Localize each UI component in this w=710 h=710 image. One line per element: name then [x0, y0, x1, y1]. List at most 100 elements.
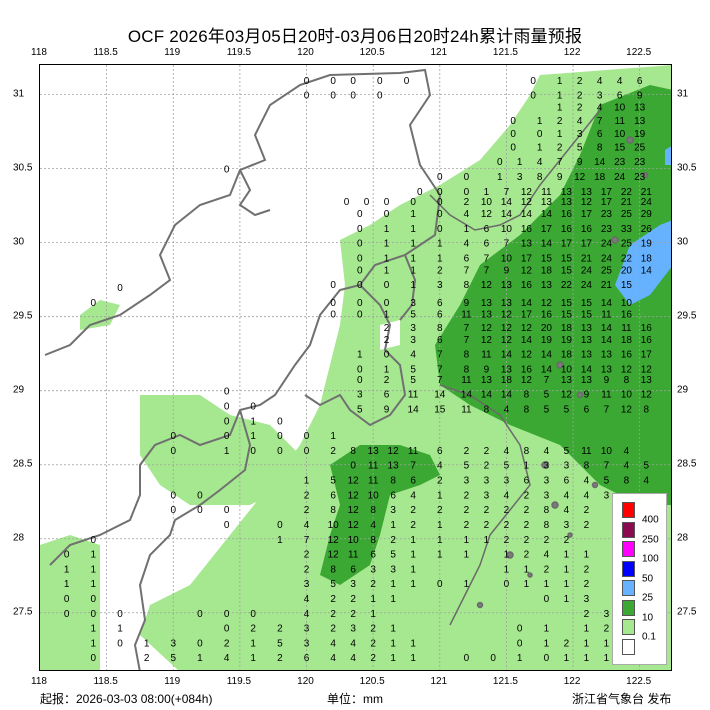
station-value: 8 — [524, 390, 530, 401]
station-value: 7 — [597, 116, 603, 127]
station-value: 7 — [304, 535, 310, 546]
station-value: 2 — [577, 91, 583, 102]
station-value: 4 — [584, 490, 590, 501]
longitude-tick-label: 121.5 — [492, 676, 518, 687]
station-value: 0 — [350, 76, 356, 87]
station-value: 14 — [601, 298, 613, 309]
station-value: 2 — [304, 490, 310, 501]
station-value: 14 — [434, 390, 446, 401]
station-value: 0 — [277, 446, 283, 457]
station-value: 11 — [615, 116, 626, 127]
station-value: 1 — [384, 254, 390, 265]
station-value: 25 — [634, 142, 646, 153]
station-value: 8 — [484, 405, 490, 416]
station-value: 8 — [330, 505, 336, 516]
station-value: 2 — [584, 579, 590, 590]
station-value: 0 — [377, 76, 383, 87]
station-value: 12 — [481, 280, 493, 291]
station-value: 4 — [464, 239, 470, 250]
station-value: 6 — [564, 476, 570, 487]
station-value: 1 — [437, 254, 443, 265]
station-value: 13 — [368, 446, 380, 457]
station-value: 0 — [357, 239, 363, 250]
station-value: 10 — [328, 520, 340, 531]
station-value: 0 — [510, 116, 516, 127]
station-value: 2 — [524, 505, 530, 516]
station-value: 12 — [621, 405, 633, 416]
station-value: 1 — [564, 550, 570, 561]
station-value: 1 — [384, 365, 390, 376]
station-value: 20 — [621, 265, 633, 276]
station-value: 17 — [641, 350, 653, 361]
station-value: 23 — [634, 157, 646, 168]
station-value: 2 — [584, 505, 590, 516]
station-value: 0 — [330, 76, 336, 87]
station-value: 2 — [370, 624, 376, 635]
station-value: 13 — [641, 375, 653, 386]
station-value: 5 — [330, 579, 336, 590]
station-value: 3 — [597, 91, 603, 102]
station-value: 21 — [601, 280, 613, 291]
station-value: 1 — [390, 594, 396, 605]
station-value: 13 — [501, 280, 513, 291]
latitude-tick-label: 29.5 — [13, 310, 33, 322]
map-grid — [40, 65, 671, 670]
station-value: 5 — [357, 405, 363, 416]
station-value: 8 — [624, 476, 630, 487]
station-value: 2 — [370, 638, 376, 649]
station-value: 15 — [581, 310, 593, 321]
station-value: 14 — [541, 365, 553, 376]
station-value: 1 — [584, 653, 590, 664]
station-value: 1 — [464, 579, 470, 590]
longitude-tick-label: 121 — [430, 47, 448, 58]
station-value: 4 — [504, 490, 510, 501]
station-value: 13 — [581, 187, 593, 198]
latitude-tick-label: 29.5 — [677, 310, 697, 322]
station-value: 18 — [541, 265, 553, 276]
station-value: 1 — [250, 653, 256, 664]
station-value: 23 — [601, 209, 613, 220]
station-value: 8 — [584, 461, 590, 472]
station-value: 0 — [464, 653, 470, 664]
station-value: 2 — [330, 594, 336, 605]
station-value: 18 — [561, 350, 573, 361]
station-value: 13 — [561, 187, 573, 198]
station-value: 0 — [510, 129, 516, 140]
station-value: 9 — [584, 390, 590, 401]
latitude-tick-label: 28.5 — [677, 458, 697, 470]
station-value: 13 — [541, 280, 553, 291]
station-value: 1 — [604, 638, 610, 649]
station-value: 14 — [481, 390, 493, 401]
station-value: 19 — [541, 335, 553, 346]
station-value: 18 — [561, 323, 573, 334]
station-value: 7 — [484, 265, 490, 276]
station-value: 22 — [561, 280, 573, 291]
legend-swatch — [622, 619, 635, 635]
station-value: 1 — [330, 431, 336, 442]
legend-label: 250 — [642, 534, 659, 545]
station-value: 2 — [277, 624, 283, 635]
station-value: 0 — [530, 76, 536, 87]
longitude-tick-label: 118 — [31, 676, 47, 687]
station-value: 5 — [464, 461, 470, 472]
latitude-tick-label: 29 — [677, 384, 689, 396]
station-value: 16 — [521, 365, 533, 376]
station-value: 1 — [384, 239, 390, 250]
station-value: 24 — [614, 172, 626, 183]
station-value: 1 — [557, 76, 563, 87]
legend-label: 400 — [642, 514, 659, 526]
station-value: 11 — [541, 187, 552, 198]
station-value: 3 — [410, 323, 416, 334]
station-value: 0 — [171, 505, 177, 516]
station-value: 5 — [604, 476, 610, 487]
station-value: 7 — [604, 405, 610, 416]
station-value: 2 — [330, 609, 336, 620]
station-value: 8 — [370, 505, 376, 516]
station-value: 6 — [330, 490, 336, 501]
station-value: 8 — [370, 535, 376, 546]
station-value: 9 — [504, 265, 510, 276]
station-value: 0 — [64, 550, 70, 561]
station-value: 5 — [410, 310, 416, 321]
station-value: 0 — [197, 609, 203, 620]
station-value: 4 — [564, 505, 570, 516]
